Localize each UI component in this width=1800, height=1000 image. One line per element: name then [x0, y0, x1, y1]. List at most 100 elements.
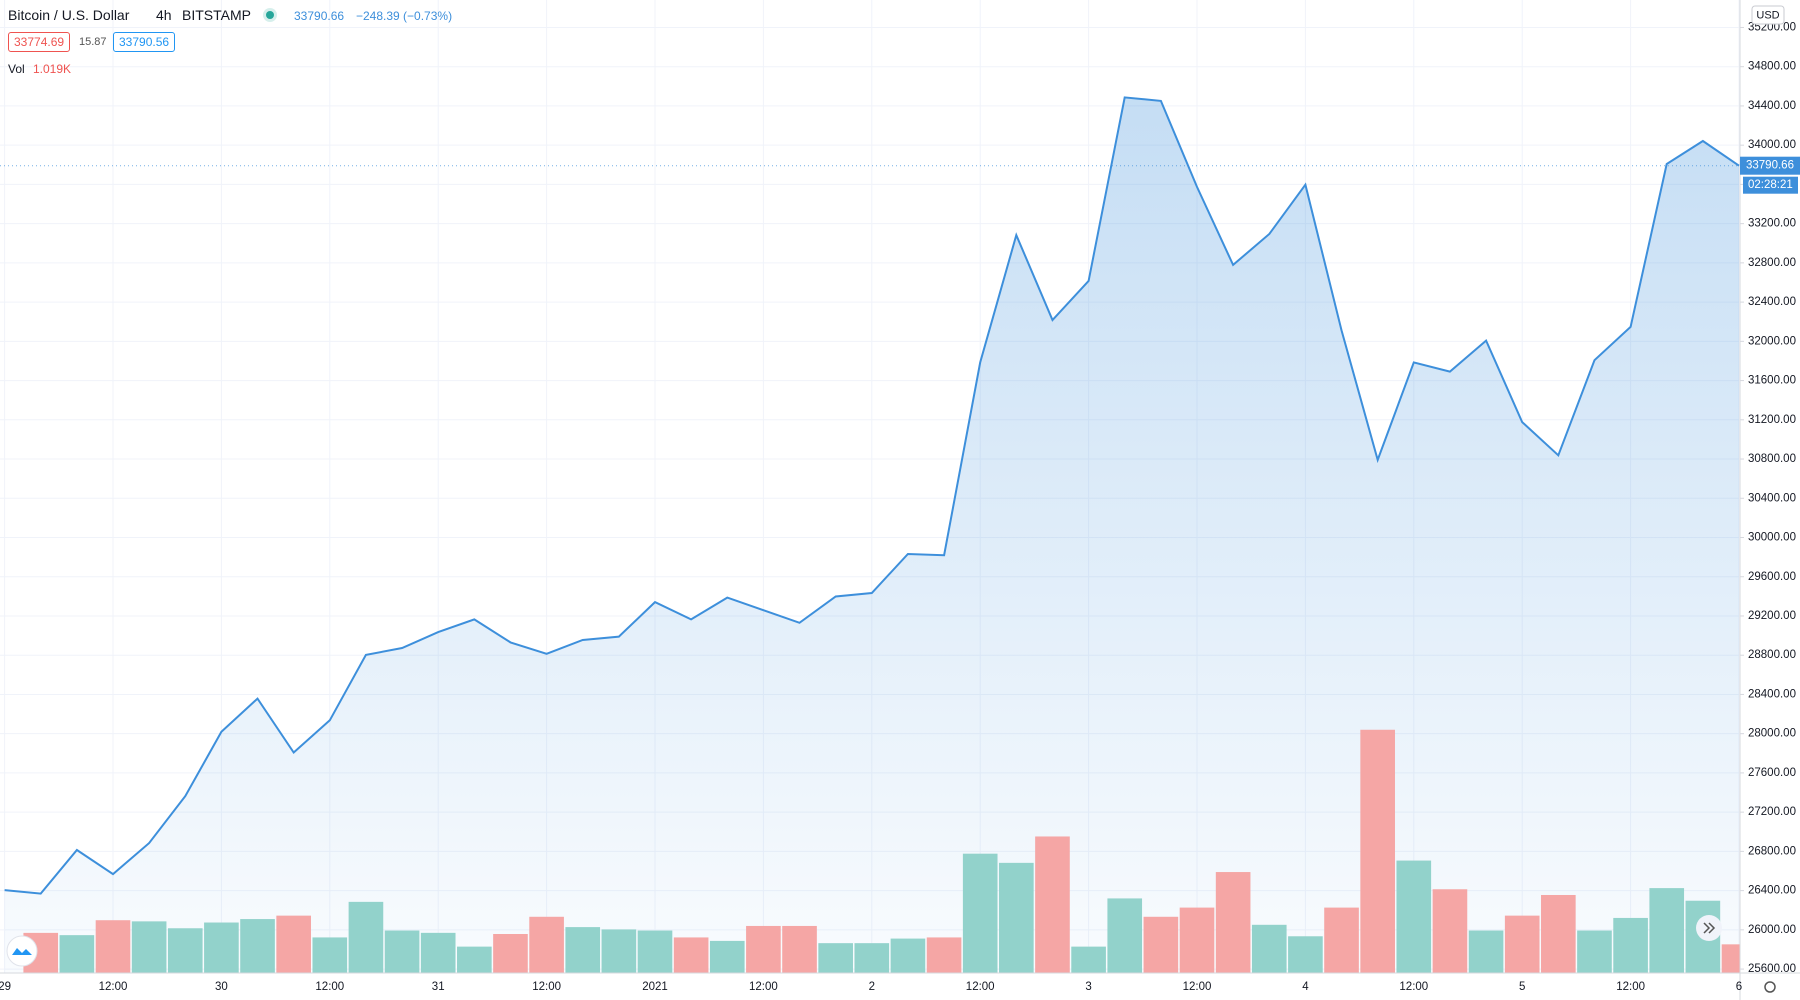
- volume-bar: [565, 927, 601, 973]
- volume-bar: [131, 921, 167, 973]
- volume-bar: [1215, 872, 1251, 973]
- volume-bar: [1107, 898, 1143, 973]
- volume-bar: [95, 920, 131, 973]
- status-dot: [266, 11, 274, 19]
- volume-bar: [276, 915, 311, 973]
- volume-bar: [312, 937, 348, 973]
- y-tick-label: 27600.00: [1748, 767, 1796, 779]
- volume-bar: [926, 937, 962, 973]
- volume-bar: [1143, 916, 1179, 973]
- volume-value: 1.019K: [33, 62, 72, 76]
- logo[interactable]: [6, 935, 38, 967]
- settings-icon[interactable]: [1764, 981, 1776, 993]
- volume-bar: [1432, 889, 1468, 973]
- volume-bar: [746, 925, 781, 973]
- x-tick-label: 29: [0, 981, 11, 993]
- price-change: −248.39 (−0.73%): [356, 9, 453, 23]
- volume-bar: [782, 925, 817, 973]
- y-tick-label: 29200.00: [1748, 610, 1796, 622]
- currency-box[interactable]: [1751, 5, 1785, 25]
- scroll-icon: [1703, 922, 1716, 934]
- volume-bar: [1179, 907, 1215, 973]
- y-tick-label: 28400.00: [1748, 688, 1796, 700]
- x-tick-label: 6: [1736, 981, 1742, 993]
- y-tick-label: 28800.00: [1748, 649, 1796, 661]
- price-line: [4, 96, 1740, 895]
- x-tick-label: 31: [432, 981, 445, 993]
- volume-bar: [420, 932, 456, 973]
- volume-bar: [1541, 894, 1576, 973]
- y-tick-label: 31200.00: [1748, 414, 1796, 426]
- volume-bar: [240, 919, 275, 973]
- volume-bar: [167, 928, 203, 973]
- currency: USD: [1756, 9, 1779, 21]
- y-tick-label: 30800.00: [1748, 453, 1796, 465]
- y-tick-label: 27200.00: [1748, 806, 1796, 818]
- y-tick-label: 26000.00: [1748, 924, 1796, 936]
- y-tick-label: 34400.00: [1748, 100, 1796, 112]
- logo-icon: [12, 948, 32, 955]
- volume-bar: [493, 933, 528, 973]
- volume-bar: [59, 935, 95, 973]
- volume-bar: [348, 901, 384, 973]
- area: [4, 97, 1740, 973]
- volume-bar: [818, 943, 853, 973]
- volume-bar: [384, 930, 420, 973]
- volume-bar: [1649, 888, 1685, 973]
- x-tick-label: 12:00: [1616, 981, 1645, 993]
- y-tick-label: 34000.00: [1748, 139, 1796, 151]
- x-tick-label: 12:00: [532, 981, 561, 993]
- x-tick-label: 30: [215, 981, 228, 993]
- volume-bar: [1577, 930, 1612, 973]
- y-tick-label: 29600.00: [1748, 571, 1796, 583]
- volume-bar: [709, 940, 745, 973]
- x-tick-label: 5: [1519, 981, 1525, 993]
- volume-bar: [1251, 924, 1287, 973]
- ask: 33790.56: [113, 32, 176, 52]
- exchange: BITSTAMP: [182, 7, 251, 23]
- volume-bar: [999, 862, 1034, 973]
- volume-bar: [637, 930, 673, 973]
- y-tick-label: 33200.00: [1748, 218, 1796, 230]
- symbol: Bitcoin / U.S. Dollar: [8, 7, 130, 23]
- y-tick-label: 30400.00: [1748, 492, 1796, 504]
- y-tick-label: 35200.00: [1748, 21, 1796, 33]
- x-tick-label: 12:00: [749, 981, 778, 993]
- y-tick-label: 32400.00: [1748, 296, 1796, 308]
- volume-bar: [1504, 915, 1540, 973]
- volume-bar: [1035, 836, 1070, 973]
- volume-bar: [962, 853, 998, 973]
- y-tick-label: 30000.00: [1748, 532, 1796, 544]
- x-tick-label: 12:00: [315, 981, 344, 993]
- x-tick-label: 3: [1085, 981, 1091, 993]
- volume-bar: [457, 946, 492, 973]
- bid: 33774.69: [8, 32, 71, 52]
- x-tick-label: 12:00: [1183, 981, 1212, 993]
- volume-label: Vol: [8, 62, 25, 76]
- y-tick-label: 25600.00: [1748, 963, 1796, 975]
- y-tick-label: 28000.00: [1748, 728, 1796, 740]
- volume-bar: [601, 929, 637, 973]
- interval: 4h: [156, 7, 172, 23]
- spread: 15.87: [79, 36, 107, 48]
- volume-bar: [1721, 944, 1740, 973]
- volume-bar: [1613, 917, 1648, 973]
- y-tick-label: 26800.00: [1748, 845, 1796, 857]
- last-price-box: [1740, 156, 1800, 175]
- volume-bar: [1288, 936, 1323, 973]
- last-price-label: 33790.66: [1746, 160, 1794, 172]
- x-tick-label: 12:00: [99, 981, 128, 993]
- x-tick-label: 4: [1302, 981, 1309, 993]
- volume-bar: [854, 943, 890, 973]
- x-tick-label: 2: [869, 981, 875, 993]
- x-tick-label: 2021: [642, 981, 668, 993]
- volume-bar: [673, 937, 709, 973]
- x-tick-label: 12:00: [1399, 981, 1428, 993]
- y-tick-label: 34800.00: [1748, 61, 1796, 73]
- volume-bar: [1071, 946, 1106, 973]
- x-tick-label: 12:00: [966, 981, 995, 993]
- y-tick-label: 32800.00: [1748, 257, 1796, 269]
- volume-bar: [529, 916, 564, 973]
